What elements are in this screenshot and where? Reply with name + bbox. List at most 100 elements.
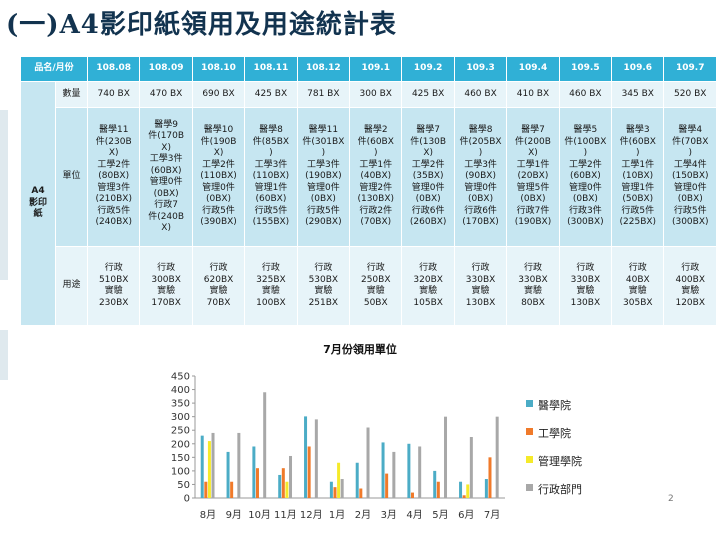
bar — [366, 427, 370, 498]
bar — [444, 416, 448, 498]
unit-cell-text: 醫學4 件(70BX ) 工學4件 (150BX) 管理0件 (0BX) 行政5… — [671, 125, 709, 228]
use-cell-text: 行政 620BX 實驗 70BX — [203, 263, 234, 308]
y-tick-label: 150 — [171, 453, 190, 464]
qty-cell-text: 425 BX — [411, 88, 445, 99]
bar — [307, 446, 311, 498]
month-header: 109.3 — [453, 56, 508, 82]
qty-cell-text: 460 BX — [464, 88, 497, 99]
bar — [278, 474, 282, 498]
x-tick-label: 3月 — [381, 509, 397, 521]
unit-cell-text: 醫學2 件(60BX ) 工學1件 (40BX) 管理2件 (130BX) 行政… — [357, 125, 395, 228]
bar — [263, 392, 267, 498]
x-tick-label: 9月 — [226, 509, 242, 521]
use-cell-text: 行政 330BX 實驗 130BX — [465, 263, 496, 308]
bar — [204, 481, 208, 498]
qty-cell: 410 BX — [506, 81, 560, 108]
x-tick-label: 8月 — [200, 509, 216, 521]
legend-swatch — [526, 428, 533, 435]
bar — [462, 495, 466, 498]
unit-cell: 醫學5 件(100BX ) 工學2件 (60BX) 管理0件 (0BX) 行政3… — [558, 107, 613, 247]
row-label-unit: 單位 — [54, 107, 89, 247]
bar — [469, 437, 473, 498]
use-cell: 行政 250BX 實驗 50BX — [349, 246, 403, 326]
row-label-use: 用途 — [54, 246, 89, 326]
unit-cell: 醫學11 件(301BX ) 工學3件 (190BX) 管理0件 (0BX) 行… — [296, 107, 351, 247]
use-cell: 行政 325BX 實驗 100BX — [244, 246, 298, 326]
use-cell: 行政 320BX 實驗 105BX — [401, 246, 455, 326]
qty-cell-text: 460 BX — [569, 88, 602, 99]
use-cell-text: 行政 510BX 實驗 230BX — [98, 263, 129, 308]
y-tick-label: 50 — [177, 480, 190, 491]
usage-table: 品名/月份 108.08 108.09 108.10 108.11 108.12 109.… — [19, 56, 717, 326]
bar — [252, 446, 256, 498]
qty-cell-text: 410 BX — [516, 88, 550, 99]
use-cell: 行政 330BX 實驗 130BX — [558, 246, 613, 326]
month-header: 109.4 — [506, 56, 560, 82]
qty-cell-text: 345 BX — [621, 88, 654, 99]
y-tick-label: 300 — [171, 412, 190, 423]
legend-swatch — [526, 400, 533, 407]
use-cell: 行政 300BX 實驗 170BX — [139, 246, 193, 326]
unit-cell: 醫學2 件(60BX ) 工學1件 (40BX) 管理2件 (130BX) 行政… — [349, 107, 403, 247]
legend-swatch — [526, 456, 533, 463]
qty-cell: 690 BX — [191, 81, 246, 108]
use-cell: 行政 400BX 實驗 120BX — [663, 246, 717, 326]
bar — [333, 487, 337, 498]
use-cell: 行政 620BX 實驗 70BX — [191, 246, 246, 326]
use-cell: 行政 330BX 實驗 80BX — [506, 246, 560, 326]
qty-cell: 520 BX — [663, 81, 717, 108]
bar — [359, 488, 363, 498]
bar — [385, 473, 389, 498]
bar — [281, 468, 285, 498]
bar — [337, 462, 341, 498]
qty-cell-text: 425 BX — [254, 88, 288, 99]
x-tick-label: 5月 — [432, 509, 448, 521]
bar — [289, 455, 293, 498]
unit-cell-text: 醫學8 件(85BX ) 工學3件 (110BX) 管理1件 (60BX) 行政… — [252, 125, 290, 228]
use-cell-text: 行政 330BX 實驗 80BX — [518, 263, 548, 308]
use-cell-text: 行政 325BX 實驗 100BX — [256, 263, 286, 308]
month-header: 108.08 — [87, 56, 141, 82]
bar — [226, 451, 230, 498]
legend-label: 行政部門 — [538, 483, 582, 496]
use-cell-text: 行政 320BX 實驗 105BX — [413, 263, 443, 308]
y-tick-label: 350 — [171, 399, 190, 410]
unit-cell-text: 醫學3 件(60BX ) 工學1件 (10BX) 管理1件 (50BX) 行政5… — [619, 125, 657, 228]
unit-cell-text: 醫學10 件(190B X) 工學2件 (110BX) 管理0件 (0BX) 行… — [200, 125, 237, 228]
use-cell: 行政 510BX 實驗 230BX — [87, 246, 141, 326]
bar — [304, 416, 308, 498]
use-cell-text: 行政 300BX 實驗 170BX — [151, 263, 181, 308]
qty-cell: 460 BX — [453, 81, 508, 108]
item-name: A4 影印 紙 — [28, 186, 47, 220]
bar — [200, 435, 204, 498]
unit-cell: 醫學9 件(170B X) 工學3件 (60BX) 管理0件 (0BX) 行政7… — [139, 107, 193, 247]
bar — [407, 443, 411, 498]
qty-cell-text: 520 BX — [674, 88, 707, 99]
bar — [418, 446, 422, 498]
x-tick-label: 1月 — [329, 509, 345, 521]
use-cell: 行政 530BX 實驗 251BX — [296, 246, 351, 326]
month-header: 109.1 — [349, 56, 403, 82]
legend-label: 醫學院 — [538, 399, 571, 412]
bar — [237, 432, 241, 498]
legend-label: 管理學院 — [538, 455, 582, 468]
qty-cell: 460 BX — [558, 81, 613, 108]
use-cell-text: 行政 330BX 實驗 130BX — [570, 263, 601, 308]
bar — [488, 457, 492, 498]
x-tick-label: 10月 — [248, 509, 271, 521]
row-label-qty: 數量 — [54, 81, 89, 108]
qty-cell-text: 740 BX — [97, 88, 130, 99]
qty-cell-text: 690 BX — [202, 88, 235, 99]
use-cell: 行政 40BX 實驗 305BX — [611, 246, 665, 326]
unit-cell-text: 醫學7 件(130B X) 工學2件 (35BX) 管理0件 (0BX) 行政6… — [409, 125, 447, 228]
item-name-cell: A4 影印 紙 — [20, 81, 56, 326]
bar — [207, 441, 211, 498]
header-label: 品名/月份 — [19, 56, 89, 82]
decorative-bar-bottom — [0, 330, 8, 380]
bar — [495, 416, 499, 498]
table-row-unit: 單位 醫學11 件(230B X) 工學2件 (80BX) 管理3件 (210B… — [21, 107, 717, 247]
y-tick-label: 250 — [171, 426, 190, 437]
use-cell-text: 行政 530BX 實驗 251BX — [308, 263, 339, 308]
legend-swatch — [526, 484, 533, 491]
unit-cell: 醫學8 件(85BX ) 工學3件 (110BX) 管理1件 (60BX) 行政… — [244, 107, 298, 247]
